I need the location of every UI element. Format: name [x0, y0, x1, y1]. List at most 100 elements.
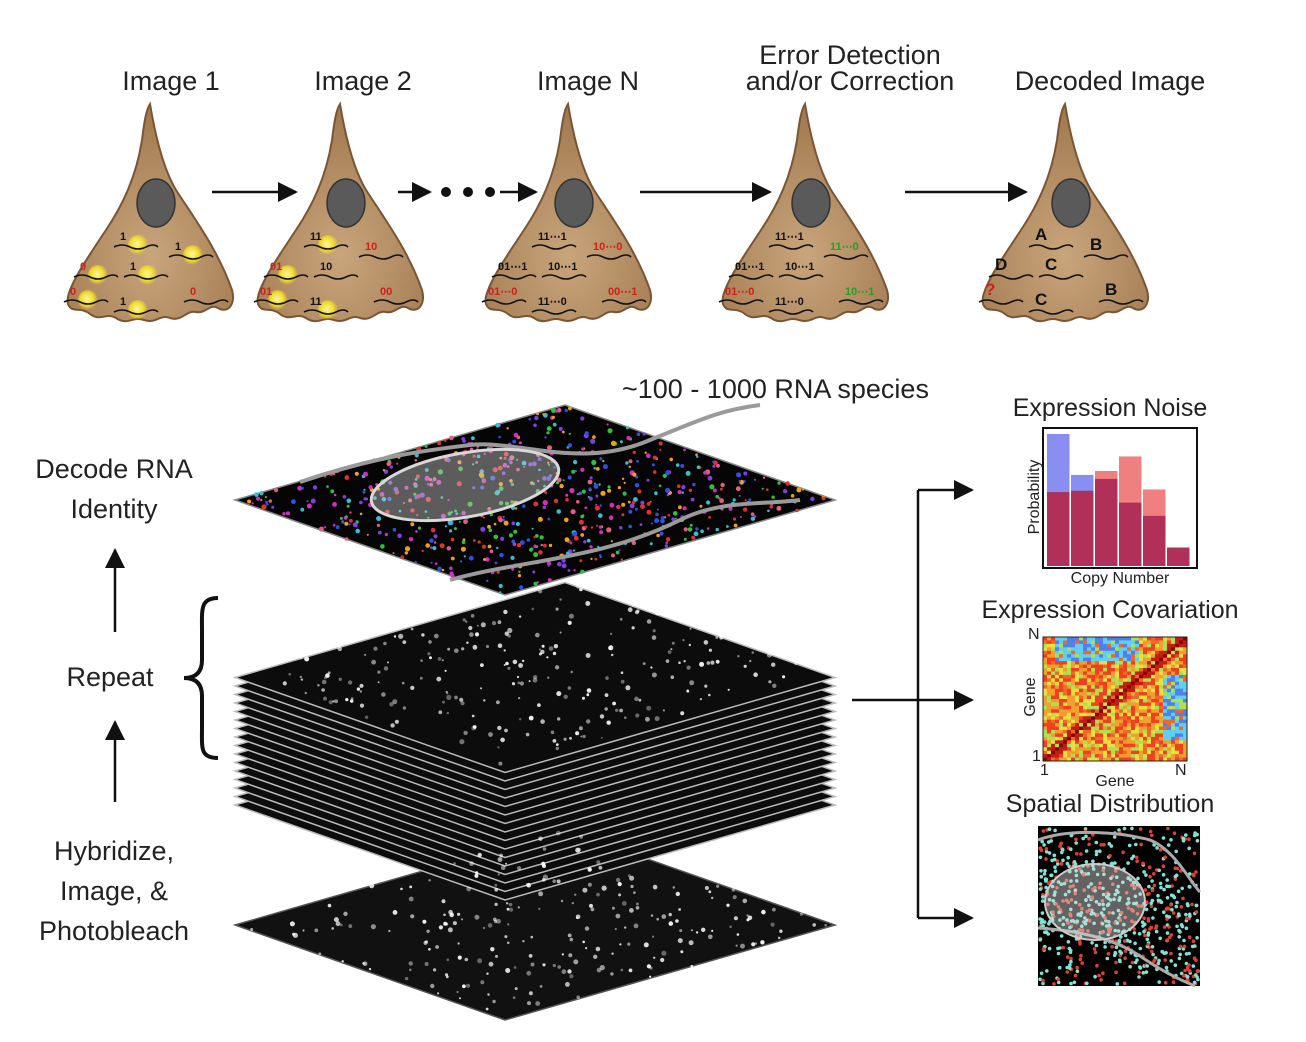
output-arrows [852, 480, 974, 928]
speckle [557, 965, 561, 969]
speckle [499, 552, 504, 558]
speckle [708, 648, 713, 652]
heatmap-cell [1071, 681, 1076, 686]
heatmap-cell [1075, 681, 1080, 686]
speckle [528, 715, 534, 721]
heatmap-cell [1075, 709, 1080, 714]
spatial-dot [1182, 938, 1186, 943]
speckle [380, 544, 385, 549]
speckle [738, 494, 741, 497]
speckle [736, 933, 740, 936]
heatmap-cell [1167, 712, 1172, 717]
spatial-dot [1082, 920, 1086, 924]
speckle [318, 526, 324, 532]
spatial-dot [1053, 828, 1057, 833]
heatmap-cell [1115, 750, 1120, 755]
heatmap-cell [1087, 674, 1092, 679]
heatmap-cell [1075, 640, 1080, 645]
heatmap-cell [1139, 709, 1144, 714]
speckle [548, 543, 553, 548]
heatmap-cell [1067, 688, 1072, 693]
heatmap-cell [1115, 702, 1120, 707]
spatial-dot [1103, 916, 1107, 920]
heatmap-cell [1107, 678, 1112, 683]
spatial-dot [1135, 859, 1139, 863]
heatmap-cell [1143, 640, 1148, 645]
speckle [392, 910, 398, 915]
heatmap-cell [1167, 674, 1172, 679]
heatmap-cell [1079, 681, 1084, 686]
heatmap-cell [1095, 661, 1100, 665]
heatmap-cell [1127, 736, 1132, 741]
spatial-dot [1159, 900, 1164, 905]
speckle [642, 432, 646, 436]
speckle [433, 633, 439, 639]
speckle [665, 541, 669, 545]
speckle [743, 664, 747, 668]
heatmap-cell [1047, 754, 1052, 758]
heatmap-cell [1179, 695, 1184, 700]
heatmap-cell [1107, 726, 1112, 731]
heatmap-cell [1115, 681, 1120, 686]
heatmap-cell [1091, 650, 1096, 655]
heatmap-cell [1163, 674, 1168, 679]
speckle [561, 969, 567, 975]
speckle [441, 659, 444, 662]
spatial-dot [1153, 907, 1157, 911]
speckle [633, 891, 636, 894]
heatmap-cell [1083, 657, 1088, 662]
speckle [471, 436, 475, 441]
speckle [708, 890, 712, 894]
rna-code-label: 10⋯1 [785, 261, 814, 273]
speckle [552, 651, 557, 656]
spatial-dot [1086, 929, 1090, 933]
heatmap-cell [1179, 661, 1184, 665]
heatmap-cell [1071, 747, 1076, 751]
speckle [656, 508, 659, 511]
heatmap-cell [1155, 709, 1160, 714]
heatmap-cell [1171, 692, 1176, 696]
heatmap-cell [1095, 668, 1100, 672]
heatmap-cell [1091, 743, 1096, 748]
heatmap-cell [1151, 668, 1156, 672]
heatmap-cell [1135, 668, 1140, 672]
heatmap-cell [1179, 747, 1184, 751]
speckle [437, 657, 442, 661]
heatmap-cell [1059, 705, 1064, 710]
heatmap-cell [1147, 719, 1152, 724]
heatmap-cell [1119, 750, 1124, 755]
speckle [443, 913, 446, 917]
heatmap-cell [1099, 668, 1104, 672]
speckle [348, 680, 353, 685]
heatmap-cell [1167, 643, 1172, 648]
spatial-dot [1055, 859, 1060, 863]
speckle [627, 874, 631, 878]
spatial-dot [1141, 861, 1145, 866]
speckle [611, 906, 615, 910]
heatmap-cell [1163, 657, 1168, 662]
speckle [346, 504, 350, 508]
heatmap-cell [1043, 699, 1048, 703]
spatial-dot [1114, 960, 1118, 965]
speckle [555, 746, 559, 751]
heatmap-cell [1051, 695, 1056, 700]
rna-strand [728, 274, 774, 280]
spatial-dot [1162, 925, 1167, 929]
heatmap-cell [1043, 733, 1048, 738]
spatial-dot [1173, 874, 1178, 879]
speckle [742, 507, 748, 512]
heatmap-cell [1163, 661, 1168, 665]
heatmap-cell [1131, 743, 1136, 748]
heatmap-cell [1163, 692, 1168, 696]
heatmap-cell [1095, 674, 1100, 679]
spatial-dot [1154, 926, 1158, 930]
heatmap-cell [1167, 747, 1172, 751]
heatmap-cell [1067, 699, 1072, 703]
rna-code-label: 00 [380, 286, 392, 298]
heatmap-cell [1175, 654, 1180, 658]
spatial-dot [1172, 831, 1177, 835]
heatmap-cell [1095, 747, 1100, 751]
speckle [436, 479, 442, 485]
spatial-dot [1069, 879, 1073, 883]
